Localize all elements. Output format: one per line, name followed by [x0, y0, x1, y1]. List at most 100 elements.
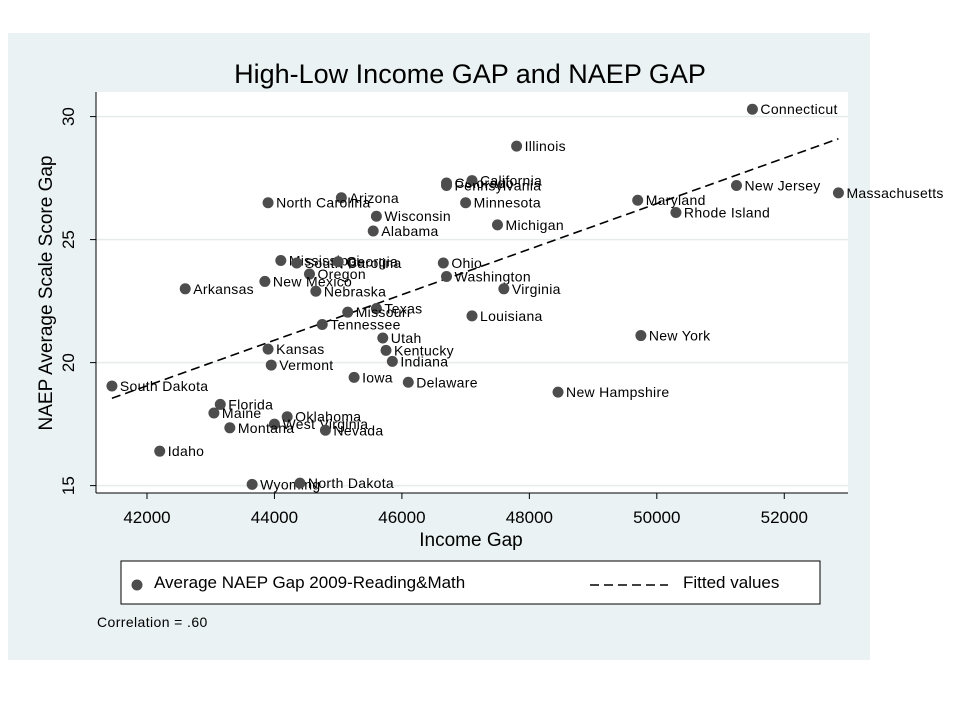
scatter-points: ConnecticutIllinoisColoradoCaliforniaPen…	[106, 101, 943, 492]
legend-marker-scatter	[131, 579, 143, 591]
point-south-carolina	[291, 257, 303, 269]
point-label-utah: Utah	[391, 330, 422, 346]
point-wyoming	[246, 478, 258, 490]
point-label-north-carolina: North Carolina	[276, 195, 370, 211]
point-vermont	[265, 359, 277, 371]
point-nevada	[319, 424, 331, 436]
point-label-wyoming: Wyoming	[260, 476, 320, 492]
point-louisiana	[466, 310, 478, 322]
y-axis-label: NAEP Average Scale Score Gap	[36, 156, 57, 431]
point-indiana	[386, 355, 398, 367]
chart-title: High-Low Income GAP and NAEP GAP	[234, 59, 706, 89]
point-virginia	[498, 283, 510, 295]
point-label-iowa: Iowa	[362, 369, 393, 385]
point-alabama	[367, 225, 379, 237]
point-kansas	[262, 343, 274, 355]
point-label-maryland: Maryland	[646, 192, 706, 208]
point-minnesota	[460, 197, 472, 209]
point-label-arkansas: Arkansas	[193, 281, 254, 297]
point-idaho	[154, 445, 166, 457]
y-tick-label-30: 30	[59, 107, 78, 126]
point-label-north-dakota: North Dakota	[308, 475, 394, 491]
x-tick-label-48000: 48000	[506, 508, 553, 527]
point-michigan	[491, 219, 503, 231]
point-new-hampshire	[552, 386, 564, 398]
point-west-virginia	[268, 418, 280, 430]
point-california	[466, 175, 478, 187]
point-label-oregon: Oregon	[317, 266, 366, 282]
point-rhode-island	[670, 207, 682, 219]
point-label-tennessee: Tennessee	[330, 316, 400, 332]
point-kentucky	[380, 344, 392, 356]
point-label-massachusetts: Massachusetts	[846, 185, 943, 201]
point-label-california: California	[480, 173, 542, 189]
point-label-washington: Washington	[455, 269, 531, 285]
point-label-arizona: Arizona	[349, 190, 399, 206]
point-label-new-hampshire: New Hampshire	[566, 384, 670, 400]
gridlines	[96, 115, 848, 487]
point-arkansas	[179, 283, 191, 295]
point-label-idaho: Idaho	[168, 443, 205, 459]
point-massachusetts	[832, 187, 844, 199]
point-arizona	[335, 192, 347, 204]
point-new-mexico	[259, 275, 271, 287]
point-mississippi	[275, 255, 287, 267]
x-tick-label-42000: 42000	[123, 508, 170, 527]
legend: Average NAEP Gap 2009-Reading&Math Fitte…	[120, 560, 821, 605]
point-north-carolina	[262, 197, 274, 209]
point-maine	[208, 407, 220, 419]
point-connecticut	[746, 103, 758, 115]
point-label-vermont: Vermont	[279, 357, 333, 373]
point-label-kansas: Kansas	[276, 341, 325, 357]
point-florida	[214, 398, 226, 410]
x-axis-label: Income Gap	[419, 530, 523, 551]
point-maryland	[632, 194, 644, 206]
fitted-line	[111, 137, 839, 400]
point-nebraska	[310, 285, 322, 297]
y-tick-label-25: 25	[59, 230, 78, 249]
point-label-nebraska: Nebraska	[324, 283, 386, 299]
point-label-montana: Montana	[238, 420, 295, 436]
point-label-alabama: Alabama	[381, 223, 438, 239]
point-label-nevada: Nevada	[333, 422, 383, 438]
point-new-jersey	[730, 179, 742, 191]
correlation-note: Correlation = .60	[97, 614, 208, 630]
legend-label-scatter: Average NAEP Gap 2009-Reading&Math	[154, 573, 465, 592]
point-pennsylvania	[441, 179, 453, 191]
point-label-wisconsin: Wisconsin	[384, 208, 451, 224]
point-north-dakota	[294, 477, 306, 489]
point-label-michigan: Michigan	[505, 217, 563, 233]
point-label-louisiana: Louisiana	[480, 308, 543, 324]
point-label-florida: Florida	[228, 396, 273, 412]
point-label-indiana: Indiana	[400, 353, 448, 369]
point-washington	[441, 271, 453, 283]
point-ohio	[437, 257, 449, 269]
point-label-new-jersey: New Jersey	[744, 177, 820, 193]
y-tick-label-20: 20	[59, 353, 78, 372]
point-label-missouri: Missouri	[356, 304, 411, 320]
point-label-new-york: New York	[649, 328, 711, 344]
point-label-south-carolina: South Carolina	[305, 255, 402, 271]
point-illinois	[511, 140, 523, 152]
point-georgia	[332, 256, 344, 268]
x-tick-label-46000: 46000	[378, 508, 425, 527]
point-label-west-virginia: West Virginia	[282, 416, 368, 432]
point-new-york	[635, 330, 647, 342]
plot-area	[96, 92, 848, 493]
point-missouri	[342, 306, 354, 318]
point-label-south-dakota: South Dakota	[120, 378, 208, 394]
point-label-delaware: Delaware	[416, 374, 478, 390]
point-texas	[370, 302, 382, 314]
x-tick-label-52000: 52000	[761, 508, 808, 527]
point-label-minnesota: Minnesota	[474, 195, 541, 211]
point-tennessee	[316, 318, 328, 330]
point-label-rhode-island: Rhode Island	[684, 205, 770, 221]
point-south-dakota	[106, 380, 118, 392]
point-label-virginia: Virginia	[512, 281, 561, 297]
point-label-ohio: Ohio	[451, 255, 482, 271]
fitted-values-line	[111, 137, 839, 400]
point-label-illinois: Illinois	[525, 138, 566, 154]
point-label-pennsylvania: Pennsylvania	[455, 177, 542, 193]
legend-label-fitted: Fitted values	[683, 573, 779, 592]
